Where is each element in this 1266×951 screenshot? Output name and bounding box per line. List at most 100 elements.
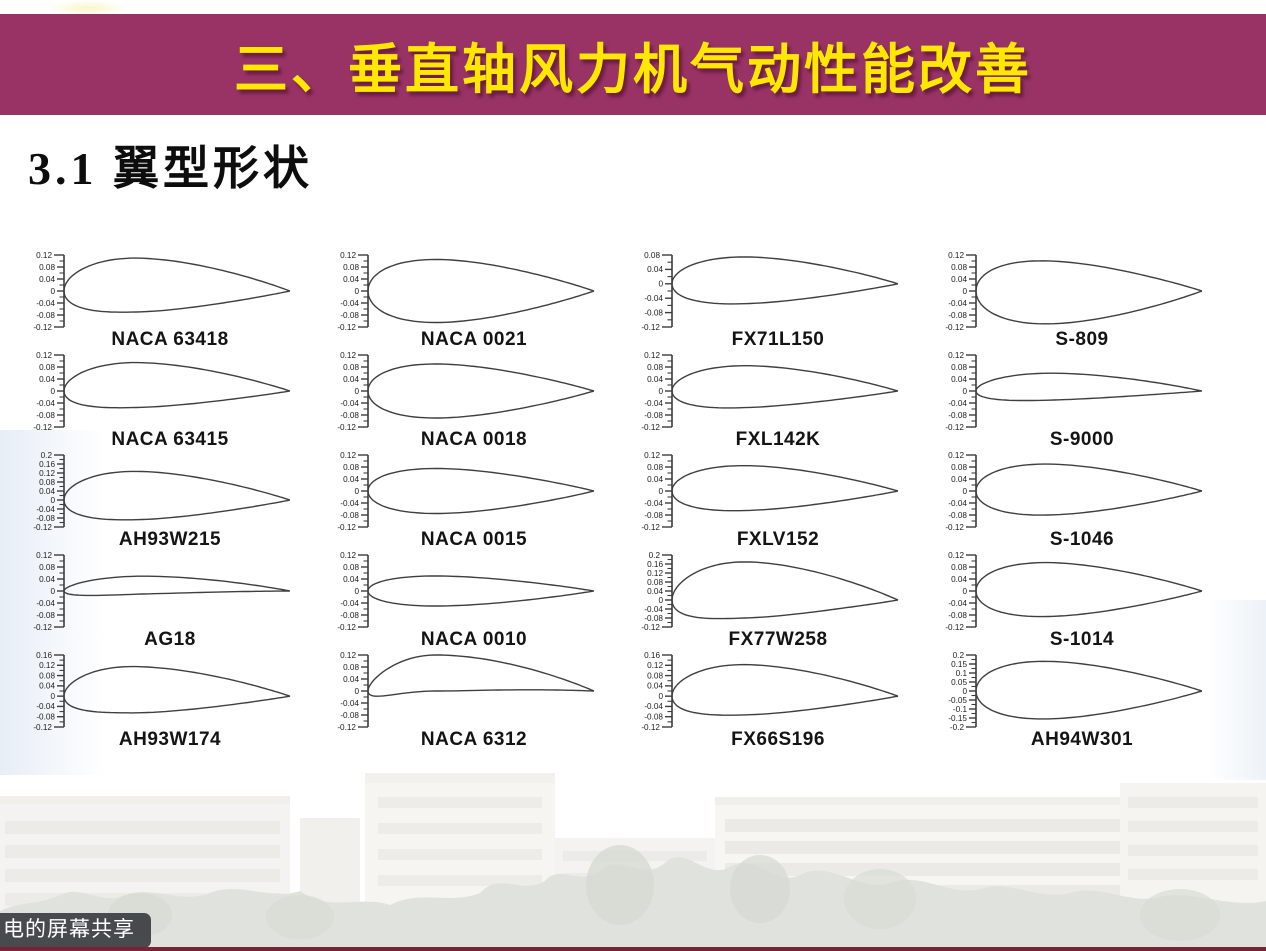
y-tick-label: 0.2: [649, 552, 661, 560]
y-tick-label: 0: [50, 587, 55, 596]
y-tick-label: 0.04: [647, 475, 663, 484]
y-tick-label: 0: [50, 387, 55, 396]
y-tick-label: 0.04: [951, 475, 967, 484]
y-tick-label: 0.08: [343, 263, 359, 272]
airfoil-label: AG18: [144, 629, 196, 650]
airfoil-label: FX77W258: [728, 629, 828, 650]
y-tick-label: 0.08: [39, 563, 55, 572]
y-tick-label: 0.12: [340, 552, 356, 560]
y-tick-label: -0.08: [948, 411, 967, 420]
y-tick-label: -0.08: [644, 308, 663, 317]
y-tick-label: 0: [50, 496, 55, 505]
airfoil-cell: 0.2 0.15 0.1 0.05 0 -0.05 -0.1 -0.15 -0.2 AH94W30…: [936, 652, 1240, 752]
y-tick-label: -0.04: [36, 702, 55, 711]
y-tick-label: -0.04: [948, 299, 967, 308]
y-tick-label: 0.08: [343, 363, 359, 372]
y-tick-label: 0.08: [951, 263, 967, 272]
y-tick-label: 0.08: [39, 478, 55, 487]
y-tick-label: 0.12: [36, 252, 52, 260]
airfoil-cell: 0.12 0.08 0.04 0 -0.04 -0.08 -0.12 S-9000: [936, 352, 1240, 452]
y-tick-label: -0.12: [33, 323, 52, 332]
airfoil-label: AH93W215: [118, 529, 222, 550]
section-heading: 3.1 翼型形状: [28, 143, 313, 194]
y-tick-label: -0.12: [641, 723, 660, 732]
y-tick-label: -0.04: [644, 499, 663, 508]
y-tick-label: 0.04: [951, 575, 967, 584]
y-tick-label: -0.12: [945, 323, 964, 332]
y-tick-label: -0.08: [36, 311, 55, 320]
airfoil-plot: 0.12 0.08 0.04 0 -0.04 -0.08 -0.12: [337, 352, 595, 432]
y-tick-label: 0.12: [36, 352, 52, 360]
airfoil-label: NACA 63415: [111, 429, 229, 450]
airfoil-label: NACA 0010: [420, 629, 528, 650]
airfoil-plot: 0.20.160.120.080.040-0.04-0.08-0.12: [641, 552, 899, 632]
y-tick-label: -0.08: [340, 611, 359, 620]
airfoil-cell: 0.12 0.08 0.04 0 -0.04 -0.08 -0.12 AG18: [24, 552, 328, 652]
y-tick-label: -0.12: [33, 723, 52, 732]
airfoil-plot: 0.160.120.08 0.040-0.04 -0.08-0.12: [641, 652, 899, 732]
y-tick-label: -0.04: [340, 699, 359, 708]
y-tick-label: -0.04: [644, 702, 663, 711]
y-tick-label: -0.08: [948, 611, 967, 620]
y-tick-label: 0.04: [39, 575, 55, 584]
y-tick-label: 0.16: [39, 460, 55, 469]
airfoil-plot: 0.12 0.08 0.04 0 -0.04 -0.08 -0.12: [945, 452, 1203, 532]
y-tick-label: 0.12: [644, 352, 660, 360]
airfoil-label: NACA 6312: [420, 729, 528, 750]
y-tick-label: -0.04: [948, 499, 967, 508]
airfoil-cell: 0.2 0.16 0.12 0.08 0.04 0 -0.04 -0.08 -0.12 FX77W…: [632, 552, 936, 652]
airfoil-plot: 0.12 0.08 0.04 0 -0.04 -0.08 -0.12: [33, 252, 291, 332]
y-tick-label: -0.1: [953, 705, 968, 714]
y-tick-label: 0.12: [647, 569, 663, 578]
y-tick-label: -0.08: [36, 611, 55, 620]
airfoil-cell: 0.16 0.12 0.08 0.04 0 -0.04 -0.08 -0.12 AH93W174: [24, 652, 328, 752]
y-tick-label: -0.12: [337, 623, 356, 632]
airfoil-label: AH94W301: [1030, 729, 1134, 750]
y-tick-label: -0.08: [36, 713, 55, 722]
y-tick-label: -0.12: [337, 523, 356, 532]
y-tick-label: 0.16: [36, 652, 52, 660]
airfoil-cell: 0.12 0.08 0.04 0 -0.04 -0.08 -0.12 NACA 0021: [328, 252, 632, 352]
y-tick-label: 0.16: [644, 652, 660, 660]
slide-title: 三、垂直轴风力机气动性能改善: [234, 40, 1032, 100]
y-tick-label: -0.04: [948, 399, 967, 408]
screen-share-toast-label: 电的屏幕共享: [3, 918, 135, 941]
y-tick-label: 0.12: [39, 469, 55, 478]
airfoil-plot: 0.12 0.08 0.04 0 -0.04 -0.08 -0.12: [33, 352, 291, 432]
airfoil-label: NACA 0021: [420, 329, 528, 350]
y-tick-label: 0.12: [340, 352, 356, 360]
y-tick-label: -0.04: [36, 505, 55, 514]
y-tick-label: -0.12: [641, 423, 660, 432]
airfoil-cell: 0.08 0.04 0 -0.04 -0.08 -0.12 FX71L150: [632, 252, 936, 352]
y-tick-label: -0.04: [644, 294, 663, 303]
airfoil-plot: 0.12 0.08 0.04 0 -0.04 -0.08 -0.12: [641, 352, 899, 432]
airfoil-plot: 0.12 0.08 0.04 0 -0.04 -0.08 -0.12: [945, 252, 1203, 332]
y-tick-label: 0.08: [951, 463, 967, 472]
y-tick-label: -0.04: [340, 599, 359, 608]
y-tick-label: -0.12: [641, 623, 660, 632]
airfoil-cell: 0.2 0.16 0.12 0.08 0.04 0 -0.04 -0.08 -0.12 AH93W…: [24, 452, 328, 552]
y-tick-label: 0.08: [644, 252, 660, 260]
airfoil-plot: 0.12 0.08 0.04 0 -0.04 -0.08 -0.12: [945, 552, 1203, 632]
y-tick-label: -0.04: [948, 599, 967, 608]
y-tick-label: 0: [354, 487, 359, 496]
y-tick-label: -0.05: [948, 696, 967, 705]
y-tick-label: -0.12: [337, 323, 356, 332]
airfoil-plot: 0.08 0.04 0 -0.04 -0.08 -0.12: [641, 252, 899, 332]
y-tick-label: -0.12: [641, 323, 660, 332]
y-tick-label: 0.12: [647, 661, 663, 670]
y-tick-label: -0.12: [33, 423, 52, 432]
airfoil-label: FXL142K: [735, 429, 821, 450]
y-tick-label: -0.08: [340, 711, 359, 720]
y-tick-label: 0: [354, 387, 359, 396]
y-tick-label: 0.08: [343, 463, 359, 472]
y-tick-label: 0: [658, 692, 663, 701]
y-tick-label: -0.04: [36, 599, 55, 608]
y-tick-label: 0.15: [951, 660, 967, 669]
airfoil-cell: 0.12 0.08 0.04 0 -0.04 -0.08 -0.12 S-1046: [936, 452, 1240, 552]
y-tick-label: 0: [658, 387, 663, 396]
faded-logo: [48, 0, 128, 16]
y-tick-label: -0.08: [36, 411, 55, 420]
y-tick-label: 0.04: [39, 275, 55, 284]
airfoil-plot: 0.12 0.08 0.04 0 -0.04 -0.08 -0.12: [945, 352, 1203, 432]
